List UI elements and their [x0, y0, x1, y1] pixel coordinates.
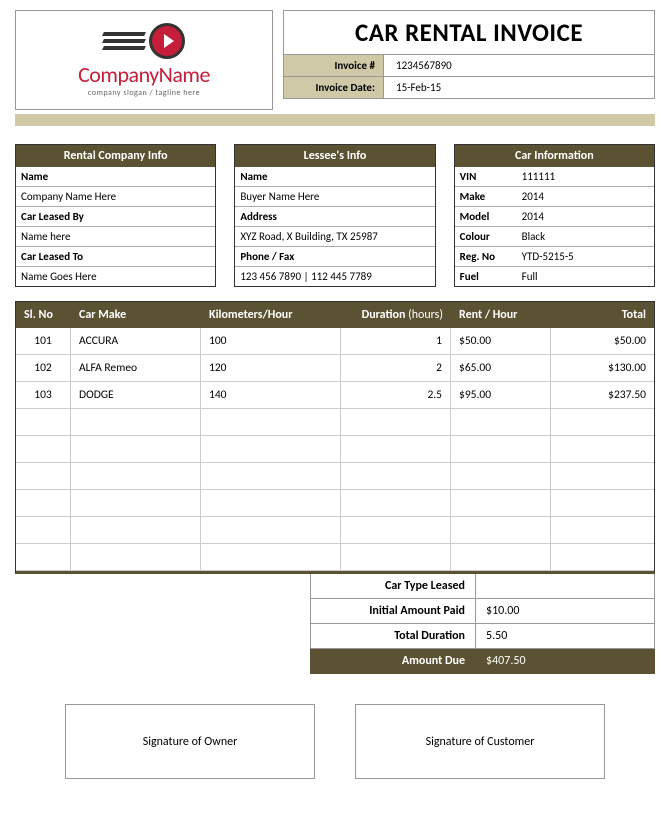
table-row-empty — [16, 436, 654, 463]
info-grid: Rental Company Info Name Company Name He… — [15, 144, 655, 287]
rc-leased-by-label: Car Leased By — [16, 207, 215, 227]
car-model-row: Model2014 — [455, 207, 654, 227]
cell-rent: $65.00 — [451, 355, 551, 381]
car-info-box: Car Information VIN111111 Make2014 Model… — [454, 144, 655, 287]
cell-sl: 103 — [16, 382, 71, 408]
lessee-phone-value: 123 456 7890 | 112 445 7789 — [235, 267, 434, 286]
cell-total: $50.00 — [551, 328, 654, 354]
lessee-address-value: XYZ Road, X Building, TX 25987 — [235, 227, 434, 247]
logo-play-icon — [149, 23, 185, 59]
lessee-box: Lessee's Info Name Buyer Name Here Addre… — [234, 144, 435, 287]
invoice-number-value: 1234567890 — [384, 55, 654, 76]
cell-sl: 101 — [16, 328, 71, 354]
logo-box: CompanyName company slogan / tagline her… — [15, 10, 273, 110]
cell-dur: 1 — [341, 328, 451, 354]
car-make-row: Make2014 — [455, 187, 654, 207]
title-block: CAR RENTAL INVOICE Invoice # 1234567890 … — [283, 10, 655, 110]
invoice-number-label: Invoice # — [284, 55, 384, 76]
table-row-empty — [16, 463, 654, 490]
table-row: 103DODGE1402.5$95.00$237.50 — [16, 382, 654, 409]
cell-rent: $50.00 — [451, 328, 551, 354]
logo-speed-lines-icon — [103, 32, 145, 50]
car-fuel-row: FuelFull — [455, 267, 654, 286]
signature-customer: Signature of Customer — [355, 704, 605, 779]
rc-leased-by-value: Name here — [16, 227, 215, 247]
items-body: 101ACCURA1001$50.00$50.00102ALFA Remeo12… — [16, 328, 654, 571]
col-sl-header: Sl. No — [16, 302, 71, 328]
car-reg-row: Reg. NoYTD-5215-5 — [455, 247, 654, 267]
cell-km: 100 — [201, 328, 341, 354]
table-row-empty — [16, 517, 654, 544]
items-header-row: Sl. No Car Make Kilometers/Hour Duration… — [16, 302, 654, 328]
rental-company-header: Rental Company Info — [16, 145, 215, 167]
table-row: 102ALFA Remeo1202$65.00$130.00 — [16, 355, 654, 382]
rc-name-label: Name — [16, 167, 215, 187]
document-title: CAR RENTAL INVOICE — [283, 10, 655, 55]
cell-total: $237.50 — [551, 382, 654, 408]
cell-sl: 102 — [16, 355, 71, 381]
table-row-empty — [16, 544, 654, 571]
col-make-header: Car Make — [71, 302, 201, 328]
rc-leased-to-label: Car Leased To — [16, 247, 215, 267]
col-total-header: Total — [551, 302, 654, 328]
lessee-header: Lessee's Info — [235, 145, 434, 167]
invoice-meta: Invoice # 1234567890 Invoice Date: 15-Fe… — [283, 55, 655, 99]
invoice-date-value: 15-Feb-15 — [384, 77, 654, 98]
invoice-date-label: Invoice Date: — [284, 77, 384, 98]
invoice-date-row: Invoice Date: 15-Feb-15 — [283, 77, 655, 99]
divider-bar — [15, 114, 655, 126]
table-row-empty — [16, 490, 654, 517]
rc-leased-to-value: Name Goes Here — [16, 267, 215, 286]
table-row: 101ACCURA1001$50.00$50.00 — [16, 328, 654, 355]
summary-block: Car Type Leased Initial Amount Paid $10.… — [15, 574, 655, 674]
sum-initial-row: Initial Amount Paid $10.00 — [310, 599, 655, 624]
car-vin-row: VIN111111 — [455, 167, 654, 187]
logo-tagline: company slogan / tagline here — [88, 88, 200, 98]
lessee-phone-label: Phone / Fax — [235, 247, 434, 267]
invoice-page: CompanyName company slogan / tagline her… — [0, 0, 670, 789]
items-table: Sl. No Car Make Kilometers/Hour Duration… — [15, 301, 655, 574]
cell-make: ACCURA — [71, 328, 201, 354]
cell-make: DODGE — [71, 382, 201, 408]
lessee-address-label: Address — [235, 207, 434, 227]
cell-km: 140 — [201, 382, 341, 408]
cell-make: ALFA Remeo — [71, 355, 201, 381]
sum-car-type-row: Car Type Leased — [310, 574, 655, 599]
rc-name-value: Company Name Here — [16, 187, 215, 207]
cell-dur: 2 — [341, 355, 451, 381]
lessee-name-value: Buyer Name Here — [235, 187, 434, 207]
logo-company-name: CompanyName — [78, 61, 210, 88]
sum-amount-due-row: Amount Due $407.50 — [310, 649, 655, 674]
col-km-header: Kilometers/Hour — [201, 302, 341, 328]
cell-total: $130.00 — [551, 355, 654, 381]
invoice-number-row: Invoice # 1234567890 — [283, 55, 655, 77]
rental-company-box: Rental Company Info Name Company Name He… — [15, 144, 216, 287]
table-row-empty — [16, 409, 654, 436]
car-info-header: Car Information — [455, 145, 654, 167]
sum-duration-row: Total Duration 5.50 — [310, 624, 655, 649]
car-colour-row: ColourBlack — [455, 227, 654, 247]
signature-owner: Signature of Owner — [65, 704, 315, 779]
cell-km: 120 — [201, 355, 341, 381]
header: CompanyName company slogan / tagline her… — [15, 10, 655, 110]
signatures: Signature of Owner Signature of Customer — [15, 704, 655, 779]
lessee-name-label: Name — [235, 167, 434, 187]
cell-dur: 2.5 — [341, 382, 451, 408]
col-rent-header: Rent / Hour — [451, 302, 551, 328]
cell-rent: $95.00 — [451, 382, 551, 408]
col-dur-header: Duration (hours) — [341, 302, 451, 328]
logo-icon — [103, 23, 185, 59]
